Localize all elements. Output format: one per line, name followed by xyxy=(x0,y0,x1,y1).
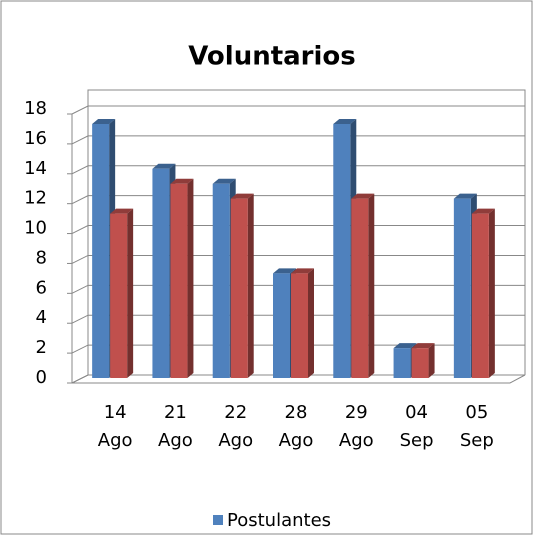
bar-face xyxy=(170,183,188,378)
x-tick-label: 28 Ago xyxy=(279,402,314,451)
y-tick-label: 4 xyxy=(36,307,47,328)
grid-line xyxy=(71,344,525,354)
y-tick-label: 16 xyxy=(24,128,47,149)
bar-face xyxy=(110,213,128,378)
bar-face xyxy=(411,348,429,378)
bar-face xyxy=(453,193,477,199)
bar xyxy=(471,208,495,378)
y-tick-label: 0 xyxy=(36,367,47,388)
grid-line xyxy=(71,254,525,264)
bar-face xyxy=(291,273,308,378)
bar-face xyxy=(393,348,411,378)
grid-line xyxy=(71,284,525,294)
bar-face xyxy=(333,123,351,378)
bar-face xyxy=(393,343,417,349)
bar-face xyxy=(273,273,290,378)
bar-face xyxy=(110,208,134,214)
bar-face xyxy=(127,208,134,378)
bar-face xyxy=(453,198,471,378)
bar-face xyxy=(273,268,296,274)
bar-face xyxy=(152,163,176,169)
y-tick-label: 18 xyxy=(24,98,47,119)
bar xyxy=(170,178,194,378)
bar xyxy=(411,343,435,378)
bar-face xyxy=(411,343,435,349)
bar-face xyxy=(170,178,194,184)
x-tick-label: 14 Ago xyxy=(98,402,133,451)
bar-face xyxy=(230,193,254,199)
bar-face xyxy=(152,168,170,378)
grid-line xyxy=(71,374,525,384)
chart-title: Voluntarios xyxy=(188,42,356,72)
y-tick-label: 6 xyxy=(36,277,47,298)
x-tick-label: 04 Sep xyxy=(400,402,434,451)
x-tick-label: 29 Ago xyxy=(339,402,374,451)
legend-swatch xyxy=(213,515,223,525)
bar xyxy=(351,193,375,378)
bar-face xyxy=(187,178,194,378)
y-tick-label: 2 xyxy=(36,337,47,358)
grid-line xyxy=(71,105,525,115)
bar-face xyxy=(471,213,489,378)
bar-face xyxy=(92,123,110,378)
x-tick-label: 05 Sep xyxy=(460,402,494,451)
bar-face xyxy=(471,208,495,214)
grid-line xyxy=(71,195,525,205)
bar xyxy=(291,268,314,378)
grid-line xyxy=(71,225,525,235)
grid-line xyxy=(71,135,525,145)
bar-face xyxy=(308,268,314,378)
y-tick-label: 12 xyxy=(24,188,47,209)
x-tick-label: 21 Ago xyxy=(158,402,193,451)
bar xyxy=(110,208,134,378)
bar-face xyxy=(212,178,236,184)
bar-face xyxy=(92,118,116,124)
grid-line xyxy=(71,314,525,324)
back-wall xyxy=(87,89,526,375)
bar-face xyxy=(488,208,495,378)
bar xyxy=(230,193,254,378)
y-tick-label: 8 xyxy=(36,247,47,268)
y-tick-label: 14 xyxy=(24,158,47,179)
bar-face xyxy=(247,193,254,378)
grid-line xyxy=(71,165,525,175)
bar-face xyxy=(291,268,314,274)
bar-face xyxy=(351,198,369,378)
x-tick-label: 22 Ago xyxy=(218,402,253,451)
y-tick-label: 10 xyxy=(24,218,47,239)
bar-face xyxy=(212,183,230,378)
bar-face xyxy=(368,193,375,378)
legend-label: Postulantes xyxy=(227,510,331,531)
bar-face xyxy=(351,193,375,199)
bar-face xyxy=(333,118,357,124)
bar-face xyxy=(230,198,248,378)
bar-face xyxy=(428,343,435,378)
